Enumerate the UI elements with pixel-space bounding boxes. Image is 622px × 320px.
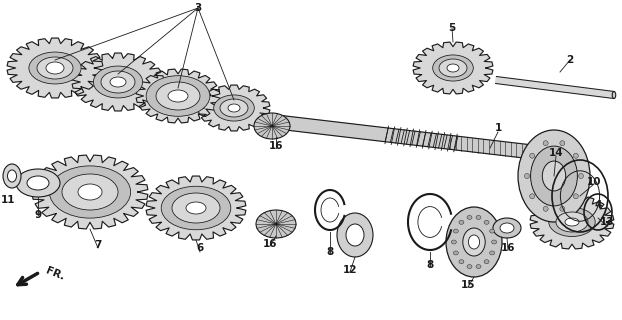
Ellipse shape [573, 194, 578, 199]
Ellipse shape [573, 153, 578, 158]
Ellipse shape [256, 210, 296, 238]
Ellipse shape [46, 62, 64, 74]
Ellipse shape [578, 173, 583, 179]
Text: 9: 9 [34, 210, 42, 220]
Polygon shape [496, 76, 615, 99]
Text: 16: 16 [501, 243, 515, 253]
Text: 7: 7 [95, 240, 101, 250]
Ellipse shape [524, 173, 529, 179]
Ellipse shape [214, 95, 254, 121]
Ellipse shape [491, 240, 496, 244]
Text: 5: 5 [448, 23, 456, 33]
Ellipse shape [101, 71, 135, 93]
Text: 15: 15 [461, 280, 475, 290]
Ellipse shape [484, 220, 489, 224]
Ellipse shape [468, 235, 480, 249]
Ellipse shape [337, 213, 373, 257]
Ellipse shape [49, 166, 131, 218]
Ellipse shape [459, 220, 464, 224]
Ellipse shape [490, 251, 494, 255]
Ellipse shape [3, 164, 21, 188]
Ellipse shape [560, 141, 565, 146]
Text: 6: 6 [197, 243, 203, 253]
Text: 10: 10 [587, 177, 601, 187]
Ellipse shape [556, 212, 588, 232]
Ellipse shape [62, 174, 118, 210]
Polygon shape [198, 85, 270, 131]
Ellipse shape [453, 251, 458, 255]
Ellipse shape [612, 92, 616, 99]
Text: FR.: FR. [44, 266, 66, 282]
Ellipse shape [186, 202, 206, 214]
Polygon shape [32, 155, 148, 229]
Ellipse shape [543, 206, 548, 211]
Ellipse shape [452, 240, 457, 244]
Ellipse shape [476, 265, 481, 268]
Ellipse shape [530, 194, 535, 199]
Ellipse shape [110, 77, 126, 87]
Ellipse shape [484, 260, 489, 264]
Polygon shape [413, 42, 493, 94]
Polygon shape [260, 113, 575, 164]
Ellipse shape [78, 184, 102, 200]
Ellipse shape [446, 207, 502, 277]
Polygon shape [146, 176, 246, 240]
Ellipse shape [549, 207, 595, 236]
Text: 13: 13 [600, 217, 615, 227]
Text: 8: 8 [327, 247, 333, 257]
Ellipse shape [172, 193, 220, 223]
Text: 12: 12 [343, 265, 357, 275]
Ellipse shape [565, 218, 579, 226]
Ellipse shape [161, 186, 231, 230]
Ellipse shape [467, 265, 472, 268]
Polygon shape [72, 53, 164, 111]
Ellipse shape [168, 90, 188, 102]
Text: 4: 4 [594, 200, 601, 210]
Ellipse shape [439, 59, 467, 77]
Ellipse shape [500, 223, 514, 233]
Text: 2: 2 [567, 55, 573, 65]
Ellipse shape [37, 57, 73, 79]
Ellipse shape [146, 76, 210, 116]
Ellipse shape [490, 229, 494, 233]
Ellipse shape [542, 161, 565, 191]
Ellipse shape [254, 113, 290, 139]
Ellipse shape [93, 66, 142, 98]
Ellipse shape [346, 224, 364, 246]
Ellipse shape [29, 52, 81, 84]
Ellipse shape [518, 130, 590, 222]
Ellipse shape [16, 169, 60, 197]
Polygon shape [136, 69, 220, 123]
Ellipse shape [463, 228, 485, 256]
Ellipse shape [156, 82, 200, 110]
Ellipse shape [27, 176, 49, 190]
Ellipse shape [560, 206, 565, 211]
Ellipse shape [531, 146, 577, 206]
Polygon shape [530, 195, 614, 249]
Ellipse shape [220, 99, 248, 117]
Polygon shape [7, 38, 103, 98]
Text: 3: 3 [194, 3, 202, 13]
Text: 16: 16 [262, 239, 277, 249]
Ellipse shape [7, 170, 17, 182]
Text: 14: 14 [549, 148, 564, 158]
Ellipse shape [433, 55, 473, 81]
Ellipse shape [543, 141, 548, 146]
Ellipse shape [228, 104, 240, 112]
Ellipse shape [467, 215, 472, 220]
Text: 1: 1 [494, 123, 501, 133]
Ellipse shape [530, 153, 535, 158]
Text: 16: 16 [269, 141, 283, 151]
Ellipse shape [493, 218, 521, 238]
Text: 11: 11 [1, 195, 16, 205]
Ellipse shape [459, 260, 464, 264]
Ellipse shape [447, 64, 459, 72]
Ellipse shape [476, 215, 481, 220]
Text: 8: 8 [426, 260, 434, 270]
Ellipse shape [453, 229, 458, 233]
